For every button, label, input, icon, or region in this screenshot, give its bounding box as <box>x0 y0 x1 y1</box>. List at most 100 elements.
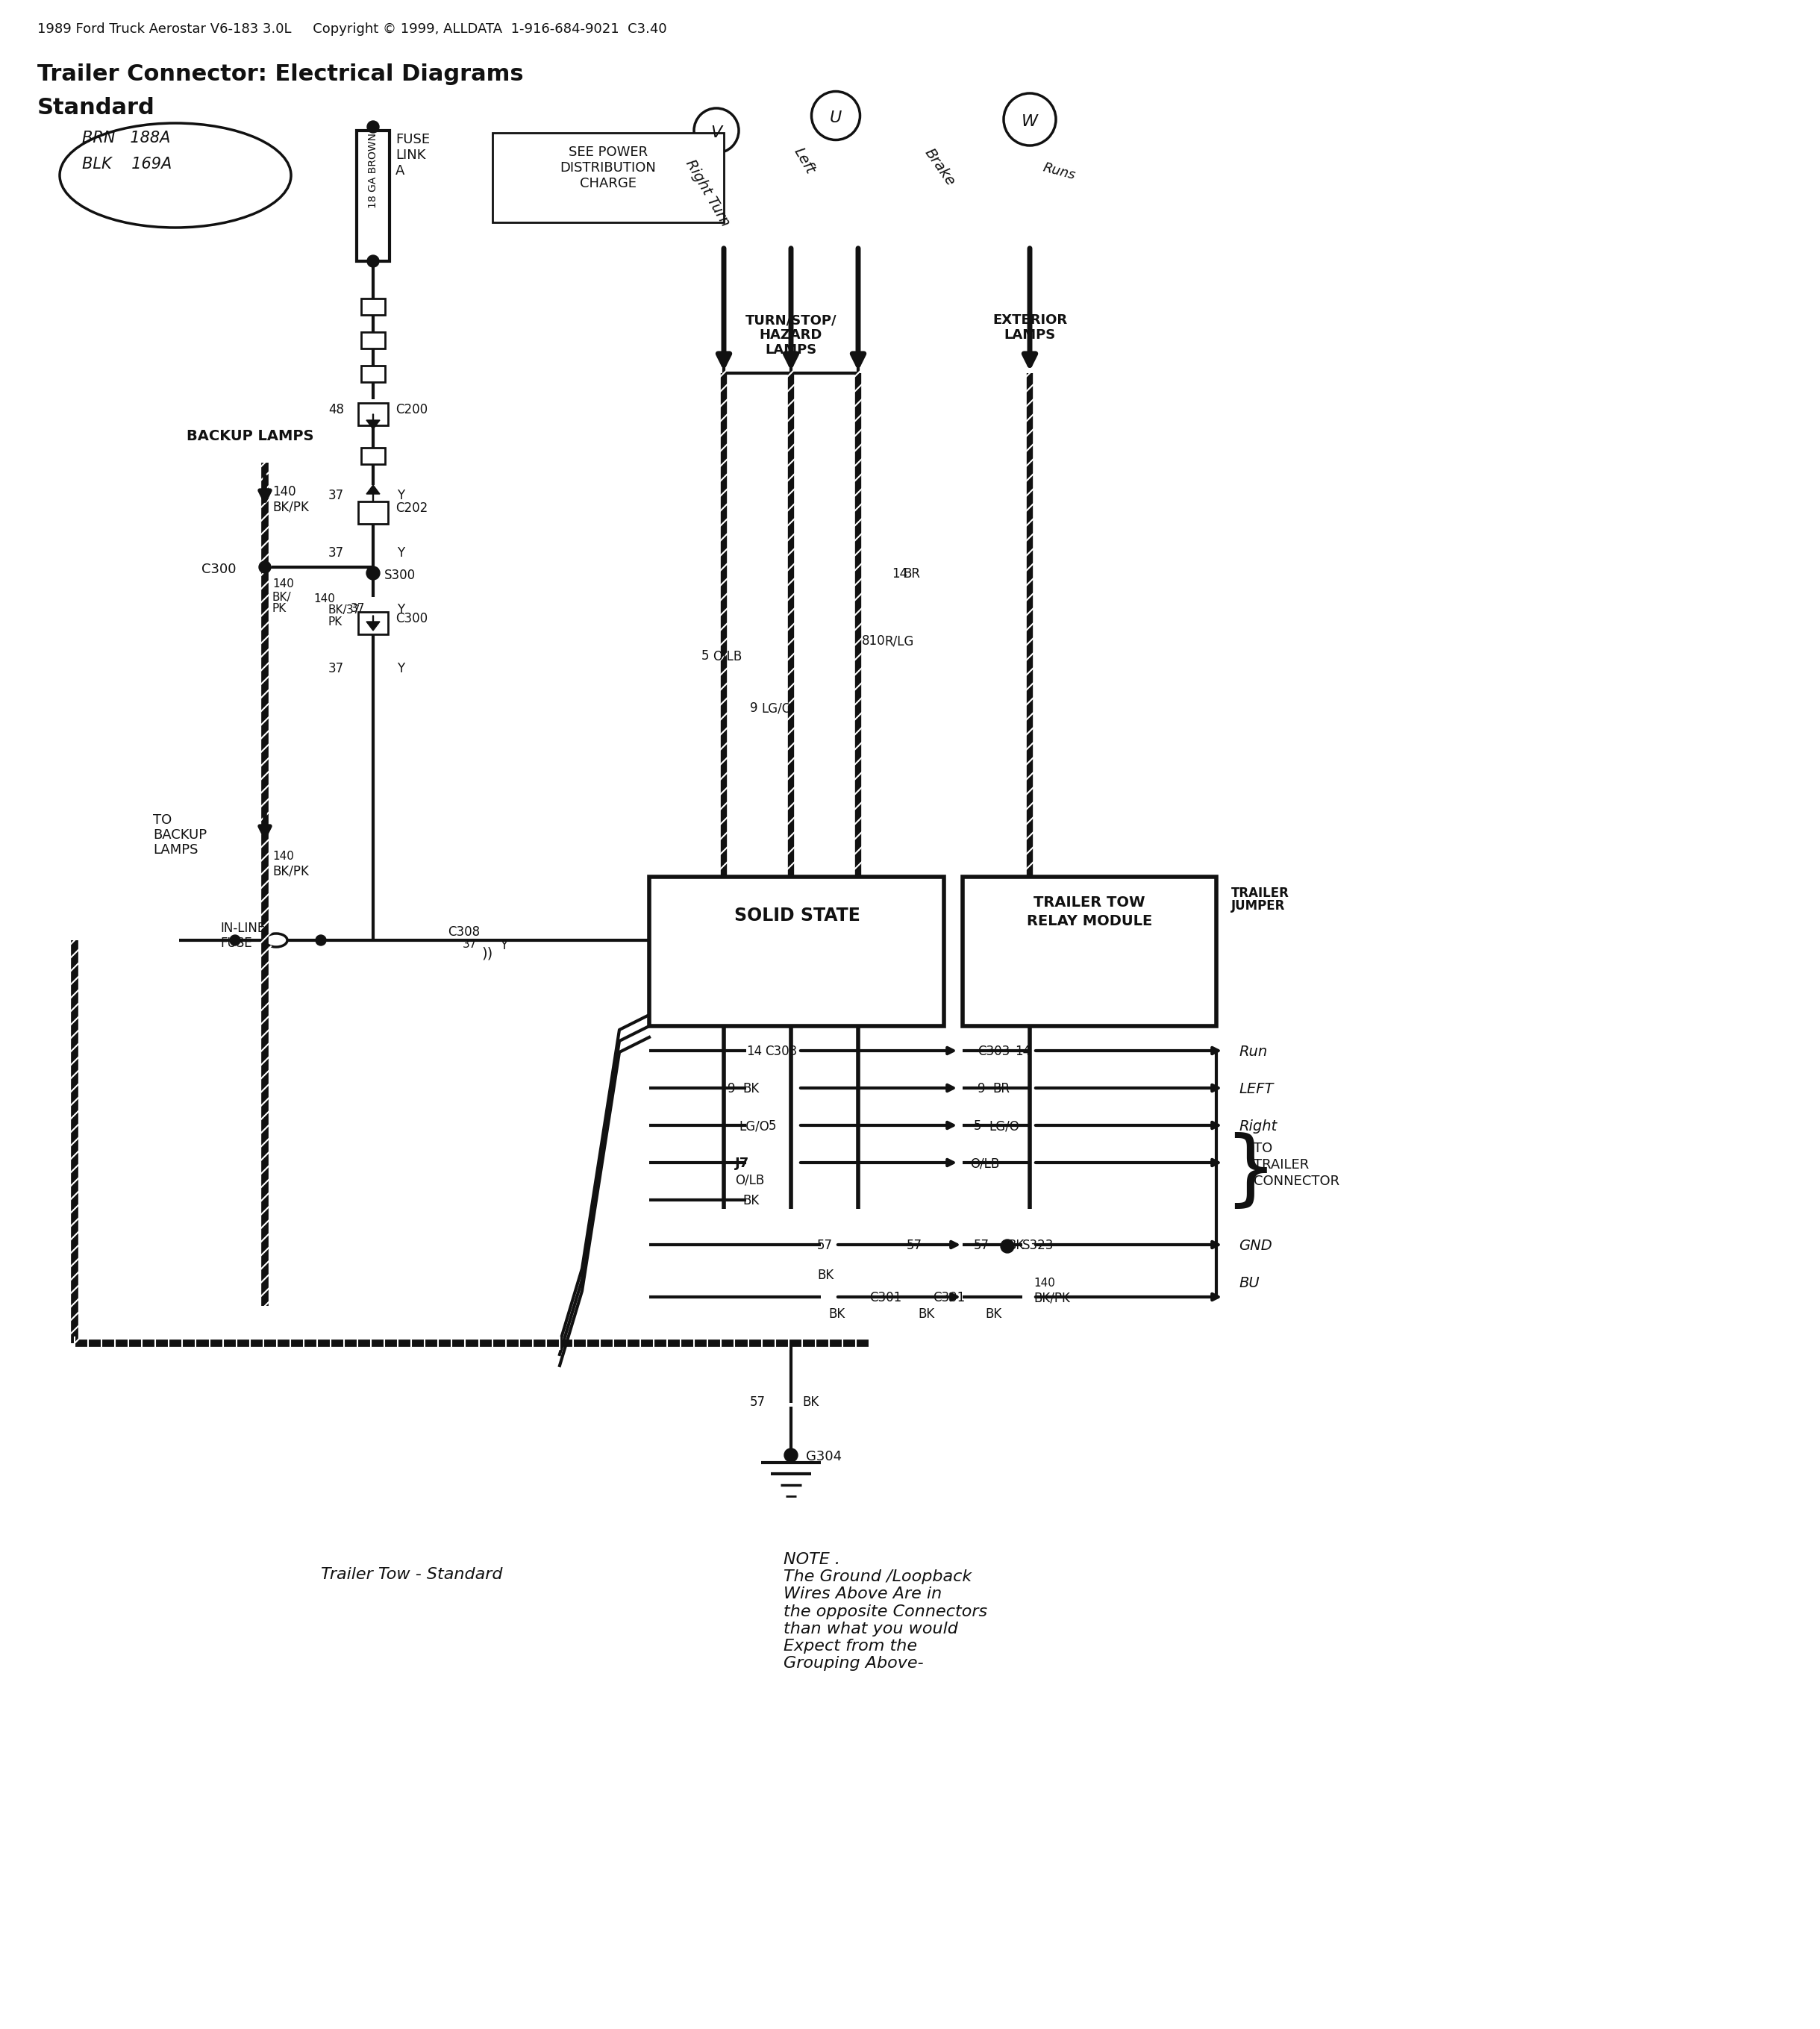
Text: LAMPS: LAMPS <box>764 343 817 357</box>
Text: U: U <box>830 110 843 126</box>
Text: 37: 37 <box>462 939 477 950</box>
Text: Standard: Standard <box>38 97 155 118</box>
Text: 37: 37 <box>328 489 344 503</box>
Text: TO: TO <box>153 814 171 828</box>
Text: 140: 140 <box>273 578 293 590</box>
Text: 140: 140 <box>273 850 293 862</box>
Text: 9: 9 <box>728 1081 735 1096</box>
Text: SEE POWER
DISTRIBUTION
CHARGE: SEE POWER DISTRIBUTION CHARGE <box>561 146 657 191</box>
Text: C303: C303 <box>764 1045 797 1059</box>
Text: S323: S323 <box>1023 1240 1054 1252</box>
Text: C202: C202 <box>395 501 428 515</box>
Text: BR: BR <box>903 568 921 580</box>
Text: 140: 140 <box>273 485 297 499</box>
Text: BK: BK <box>743 1193 759 1207</box>
Text: W: W <box>1021 114 1037 130</box>
Text: O/LB: O/LB <box>713 649 743 663</box>
Text: PK: PK <box>273 603 288 615</box>
Text: Left: Left <box>792 146 817 177</box>
Text: 9: 9 <box>977 1081 985 1096</box>
Text: NOTE .
The Ground /Loopback
Wires Above Are in
the opposite Connectors
than what: NOTE . The Ground /Loopback Wires Above … <box>784 1552 986 1672</box>
Text: Trailer Connector: Electrical Diagrams: Trailer Connector: Electrical Diagrams <box>38 63 524 85</box>
Text: O/LB: O/LB <box>735 1173 764 1187</box>
Text: LG/O: LG/O <box>761 702 792 714</box>
Text: BK/PK: BK/PK <box>273 864 309 879</box>
Text: Right Turn: Right Turn <box>682 156 732 229</box>
Bar <box>360 333 386 349</box>
Text: LG/O: LG/O <box>988 1120 1019 1132</box>
Text: C308: C308 <box>448 925 480 939</box>
Text: JUMPER: JUMPER <box>1232 899 1285 913</box>
Text: BK: BK <box>803 1396 819 1408</box>
Text: C301: C301 <box>870 1290 901 1305</box>
Text: 14: 14 <box>1016 1045 1030 1059</box>
Circle shape <box>368 122 379 132</box>
Text: S300: S300 <box>384 568 415 582</box>
Text: BACKUP LAMPS: BACKUP LAMPS <box>187 428 313 442</box>
Text: Y: Y <box>397 603 404 617</box>
Text: 37: 37 <box>328 661 344 676</box>
FancyArrow shape <box>366 485 380 501</box>
Text: V: V <box>710 126 723 140</box>
Circle shape <box>315 935 326 946</box>
FancyArrow shape <box>366 414 380 428</box>
Text: Y: Y <box>397 661 404 676</box>
Bar <box>650 877 945 1027</box>
Text: 57: 57 <box>906 1240 923 1252</box>
Text: 5: 5 <box>974 1120 981 1132</box>
Text: 57: 57 <box>750 1396 766 1408</box>
Text: Y: Y <box>397 489 404 503</box>
Text: Right: Right <box>1239 1120 1278 1134</box>
Text: LG/O: LG/O <box>739 1120 770 1132</box>
Text: C300: C300 <box>395 613 428 625</box>
Text: O/LB: O/LB <box>970 1157 999 1171</box>
Text: 14: 14 <box>746 1045 763 1059</box>
Text: R/LG: R/LG <box>885 635 914 647</box>
Text: 1989 Ford Truck Aerostar V6-183 3.0L     Copyright © 1999, ALLDATA  1-916-684-90: 1989 Ford Truck Aerostar V6-183 3.0L Cop… <box>38 22 666 37</box>
Bar <box>359 613 388 635</box>
Text: 5: 5 <box>701 649 710 663</box>
Text: BK/: BK/ <box>328 605 348 615</box>
Text: Y: Y <box>500 939 508 952</box>
Text: Brake: Brake <box>921 146 957 189</box>
Text: BRN   188A: BRN 188A <box>82 130 171 146</box>
Text: BK: BK <box>817 1268 834 1282</box>
Text: 14: 14 <box>892 568 908 580</box>
Text: 18 GA BROWN: 18 GA BROWN <box>368 132 379 209</box>
Text: Y: Y <box>397 546 404 560</box>
Text: FUSE: FUSE <box>220 937 251 950</box>
Bar <box>359 501 388 523</box>
Text: Runs: Runs <box>1041 160 1077 183</box>
Text: TRAILER TOW: TRAILER TOW <box>1034 895 1145 909</box>
Text: IN-LINE: IN-LINE <box>220 921 266 935</box>
Text: C303: C303 <box>977 1045 1010 1059</box>
Text: BK: BK <box>1008 1240 1025 1252</box>
Circle shape <box>258 562 271 572</box>
Text: BK: BK <box>917 1307 934 1321</box>
Text: BK: BK <box>828 1307 844 1321</box>
Text: GND: GND <box>1239 1240 1272 1254</box>
Circle shape <box>368 256 379 268</box>
Text: RELAY MODULE: RELAY MODULE <box>1026 915 1152 929</box>
Text: BR: BR <box>992 1081 1010 1096</box>
Text: 57: 57 <box>974 1240 990 1252</box>
Text: 37: 37 <box>328 546 344 560</box>
Text: EXTERIOR: EXTERIOR <box>992 312 1067 327</box>
Text: BK/PK: BK/PK <box>1034 1290 1070 1305</box>
FancyArrow shape <box>366 615 380 631</box>
Text: BK/PK: BK/PK <box>273 499 309 513</box>
Text: FUSE
LINK
A: FUSE LINK A <box>395 132 430 177</box>
Text: TRAILER: TRAILER <box>1254 1159 1309 1171</box>
Text: LAMPS: LAMPS <box>1005 329 1056 341</box>
Text: 37: 37 <box>351 603 366 615</box>
Text: 37: 37 <box>346 605 360 615</box>
Text: CONNECTOR: CONNECTOR <box>1254 1175 1340 1189</box>
Text: C300: C300 <box>202 562 237 576</box>
Text: 810: 810 <box>863 635 886 647</box>
Circle shape <box>1001 1240 1014 1254</box>
Text: Run: Run <box>1239 1045 1267 1059</box>
Text: C301: C301 <box>934 1290 965 1305</box>
Bar <box>357 130 389 262</box>
Circle shape <box>366 566 380 580</box>
Text: Trailer Tow - Standard: Trailer Tow - Standard <box>320 1566 502 1583</box>
